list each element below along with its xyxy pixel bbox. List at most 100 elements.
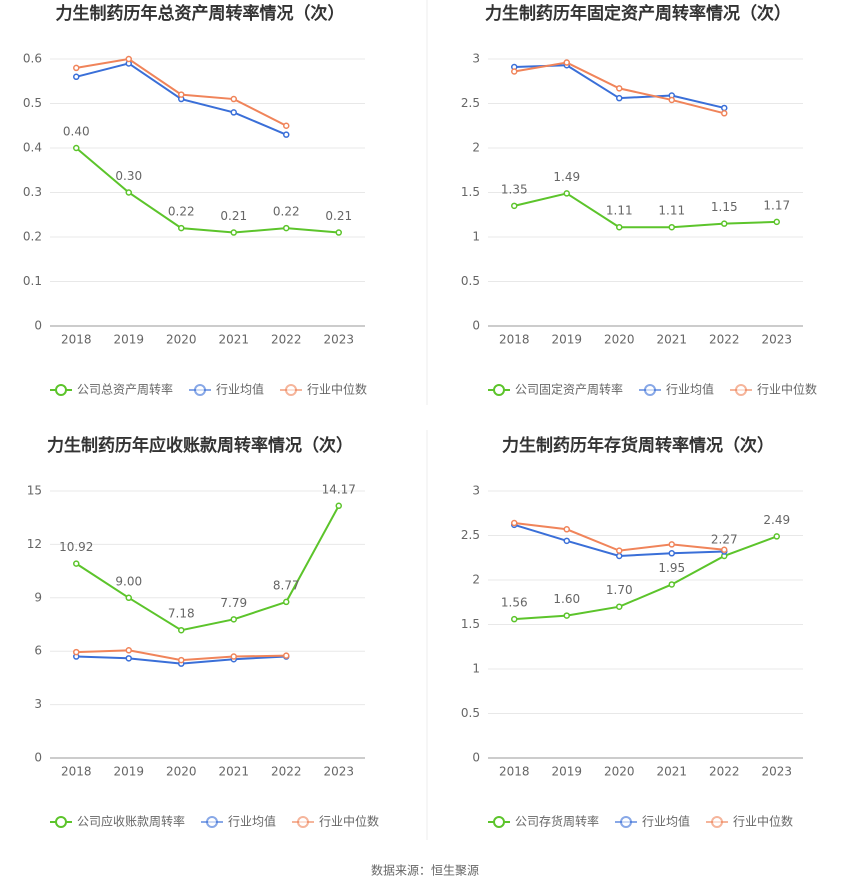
data-point [563, 537, 570, 545]
data-point [563, 190, 570, 197]
data-point [616, 94, 623, 102]
chart-title: 力生制药历年应收账款周转率情况（次） [47, 435, 353, 456]
y-tick-label: 2 [472, 573, 480, 587]
data-point [283, 224, 290, 232]
data-point [563, 612, 570, 619]
legend-marker [644, 384, 656, 396]
data-label: 0.22 [273, 205, 300, 219]
data-point [668, 581, 675, 588]
data-point [73, 648, 80, 656]
legend-marker [493, 816, 505, 828]
data-point [73, 560, 80, 567]
source-note: 数据来源：恒生聚源 [371, 863, 479, 878]
legend-marker [711, 816, 723, 828]
data-point [125, 647, 132, 654]
x-tick-label: 2022 [271, 765, 302, 779]
data-point [511, 68, 518, 75]
y-tick-label: 12 [27, 537, 42, 551]
data-label: 1.70 [606, 583, 633, 597]
y-tick-label: 1.5 [461, 617, 480, 631]
legend-marker [194, 384, 206, 396]
legend-label: 行业均值 [228, 814, 276, 829]
legend-marker [620, 816, 632, 828]
data-point [335, 229, 342, 236]
x-tick-label: 2018 [499, 333, 530, 347]
x-tick-label: 2023 [761, 765, 792, 779]
y-tick-label: 1 [472, 230, 480, 244]
data-point [511, 519, 518, 527]
y-tick-label: 0 [34, 751, 42, 765]
series-line [514, 522, 725, 552]
x-tick-label: 2023 [323, 333, 354, 347]
data-point [230, 653, 237, 660]
legend-label: 行业均值 [666, 382, 714, 397]
data-point [230, 109, 237, 116]
data-label: 1.15 [711, 200, 738, 214]
legend-marker [55, 816, 67, 828]
legend-label: 行业中位数 [733, 814, 793, 829]
x-tick-label: 2021 [218, 765, 249, 779]
y-tick-label: 0 [472, 751, 480, 765]
legend-marker [297, 816, 309, 828]
y-tick-label: 0 [34, 319, 42, 333]
data-point [616, 603, 623, 610]
data-label: 0.40 [63, 125, 90, 139]
y-tick-label: 15 [27, 484, 42, 498]
y-tick-label: 6 [34, 644, 42, 658]
x-tick-label: 2020 [166, 333, 197, 347]
data-label: 0.30 [115, 169, 142, 183]
x-tick-label: 2018 [61, 333, 92, 347]
data-label: 2.49 [763, 513, 790, 527]
data-point [563, 59, 570, 66]
legend-marker [493, 384, 505, 396]
y-tick-label: 0.5 [461, 706, 480, 720]
x-tick-label: 2021 [218, 333, 249, 347]
data-point [283, 131, 290, 138]
data-point [721, 220, 728, 227]
legend-label: 公司总资产周转率 [77, 382, 173, 397]
series-line [75, 505, 340, 632]
legend-marker [55, 384, 67, 396]
data-point [668, 96, 675, 104]
data-point [616, 547, 623, 554]
y-tick-label: 3 [472, 52, 480, 66]
y-tick-label: 1 [472, 662, 480, 676]
data-point [230, 616, 237, 623]
data-point [773, 218, 780, 226]
y-tick-label: 3 [34, 697, 42, 711]
data-point [230, 95, 237, 103]
x-tick-label: 2018 [499, 765, 530, 779]
x-tick-label: 2021 [656, 765, 687, 779]
x-tick-label: 2019 [113, 765, 144, 779]
chart-title: 力生制药历年固定资产周转率情况（次） [485, 3, 791, 24]
data-point [125, 55, 132, 63]
legend-label: 行业中位数 [757, 382, 817, 397]
data-label: 1.35 [501, 182, 528, 196]
series-line [514, 535, 778, 621]
x-tick-label: 2022 [271, 333, 302, 347]
data-point [178, 626, 185, 634]
data-point [73, 144, 80, 152]
legend-marker [735, 384, 747, 396]
y-tick-label: 0.1 [23, 274, 42, 288]
x-tick-label: 2020 [604, 333, 635, 347]
legend-label: 行业中位数 [319, 814, 379, 829]
data-point [283, 652, 290, 659]
data-label: 0.21 [220, 209, 247, 223]
x-tick-label: 2020 [166, 765, 197, 779]
y-tick-label: 9 [34, 590, 42, 604]
data-label: 0.22 [168, 205, 195, 219]
y-tick-label: 2 [472, 141, 480, 155]
x-tick-label: 2019 [551, 333, 582, 347]
series-line [75, 147, 339, 234]
x-tick-label: 2022 [709, 765, 740, 779]
data-label: 7.79 [220, 596, 247, 610]
x-tick-label: 2023 [761, 333, 792, 347]
data-label: 8.77 [273, 578, 300, 592]
data-point [668, 541, 675, 548]
data-point [125, 189, 132, 196]
data-point [721, 104, 728, 112]
data-point [73, 64, 80, 72]
data-label: 1.49 [553, 170, 580, 184]
